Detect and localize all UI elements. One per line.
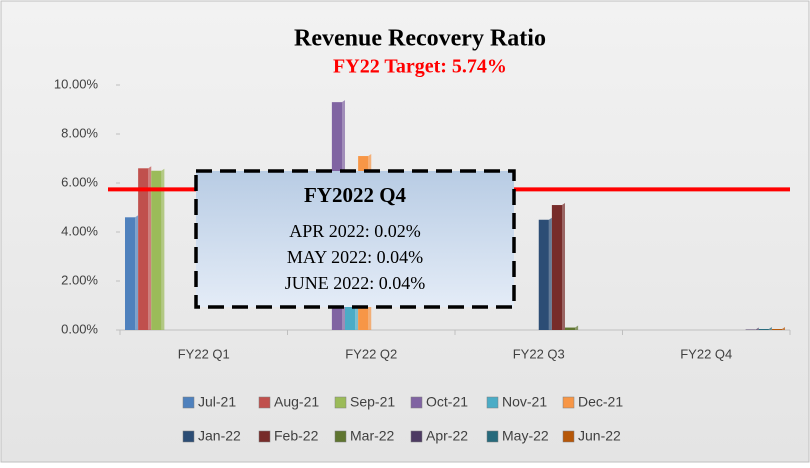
annotation-line: JUNE 2022: 0.04% <box>285 273 426 293</box>
bar-side <box>562 203 565 330</box>
legend-swatch <box>334 396 347 409</box>
legend-label: Mar-22 <box>350 428 395 444</box>
legend-swatch <box>182 430 195 443</box>
y-tick-label: 10.00% <box>54 76 99 91</box>
legend-label: Apr-22 <box>426 428 468 444</box>
y-tick-label: 2.00% <box>61 272 98 287</box>
bar <box>138 168 149 330</box>
legend-swatch <box>258 396 271 409</box>
bar-side <box>782 327 785 330</box>
legend-swatch <box>562 396 575 409</box>
x-tick-label: FY22 Q4 <box>680 346 732 361</box>
legend-swatch <box>486 396 499 409</box>
legend-swatch <box>486 430 499 443</box>
y-tick-label: 0.00% <box>61 321 98 336</box>
x-tick-label: FY22 Q1 <box>178 346 230 361</box>
bar-side <box>148 166 152 330</box>
legend-label: Aug-21 <box>274 394 319 410</box>
y-tick-label: 6.00% <box>61 174 98 189</box>
bar <box>771 329 782 330</box>
bar <box>538 219 549 330</box>
legend-swatch <box>410 396 423 409</box>
bar <box>745 329 756 331</box>
legend-label: Dec-21 <box>578 394 623 410</box>
legend-swatch <box>258 430 271 443</box>
annotation-line: APR 2022: 0.02% <box>289 221 421 241</box>
x-tick-label: FY22 Q2 <box>345 346 397 361</box>
bar <box>151 170 162 330</box>
bar <box>551 205 562 330</box>
bar-side <box>575 325 579 330</box>
legend-label: Jul-21 <box>198 394 236 410</box>
bar <box>125 217 136 330</box>
legend-label: Jun-22 <box>578 428 621 444</box>
bar-side <box>135 215 139 330</box>
legend-label: May-22 <box>502 428 549 444</box>
legend-label: Nov-21 <box>502 394 547 410</box>
chart-subtitle: FY22 Target: 5.74% <box>333 56 507 78</box>
y-tick-label: 8.00% <box>61 125 98 140</box>
bar <box>758 329 769 330</box>
chart-title: Revenue Recovery Ratio <box>294 26 546 52</box>
x-tick-label: FY22 Q3 <box>513 346 565 361</box>
bar-side <box>161 168 165 330</box>
bar-side <box>768 327 772 330</box>
legend-label: Oct-21 <box>426 394 468 410</box>
legend-swatch <box>182 396 195 409</box>
legend-label: Sep-21 <box>350 394 395 410</box>
legend-swatch <box>334 430 347 443</box>
bar-side <box>755 327 759 330</box>
legend-label: Feb-22 <box>274 428 319 444</box>
legend-swatch <box>410 430 423 443</box>
annotation-title: FY2022 Q4 <box>304 183 407 207</box>
bar <box>565 327 576 330</box>
legend-swatch <box>562 430 575 443</box>
bar-side <box>548 217 552 330</box>
annotation-line: MAY 2022: 0.04% <box>287 247 423 267</box>
annotation-box <box>194 169 516 309</box>
y-tick-label: 4.00% <box>61 223 98 238</box>
legend-label: Jan-22 <box>198 428 241 444</box>
